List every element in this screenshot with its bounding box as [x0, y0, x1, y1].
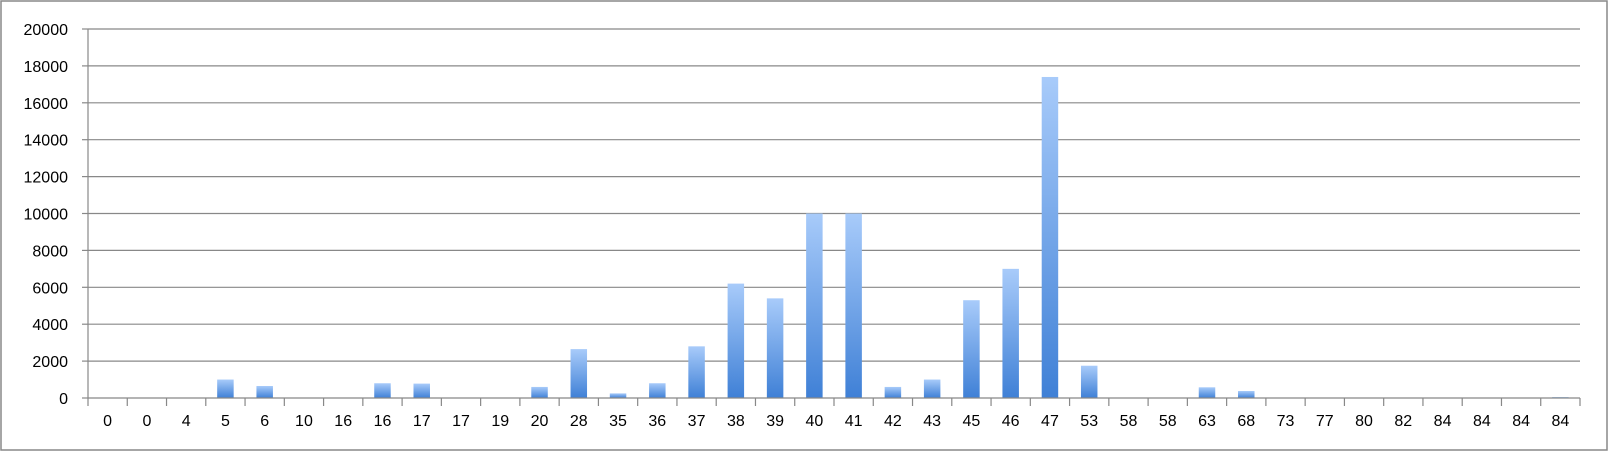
- bar: [884, 386, 902, 398]
- x-tick-label: 46: [1002, 413, 1020, 430]
- x-tick-label: 84: [1434, 413, 1452, 430]
- bar: [649, 383, 666, 398]
- bar: [1080, 365, 1098, 398]
- x-tick-labels: 0 0 4 5 6 10 16 16 17 17 19 20 28 35 36 37 38 39 40 41 42 43 4…: [103, 413, 1569, 430]
- x-tick-label: 63: [1198, 413, 1216, 430]
- gridlines: [88, 28, 1580, 362]
- x-tick-label: 53: [1080, 413, 1098, 430]
- x-tick-label: 5: [221, 413, 230, 430]
- x-tick-label: 82: [1394, 413, 1412, 430]
- x-tick-label: 58: [1120, 413, 1138, 430]
- x-tick-label: 38: [727, 413, 745, 430]
- bar: [1041, 76, 1059, 398]
- y-tick-label: 6000: [32, 280, 68, 297]
- y-tick-label: 0: [59, 391, 68, 408]
- x-tick-label: 40: [805, 413, 823, 430]
- x-tick-label: 73: [1277, 413, 1295, 430]
- y-tick-label: 18000: [24, 59, 69, 76]
- bar: [531, 386, 548, 398]
- x-tick-label: 20: [531, 413, 549, 430]
- x-tick-label: 0: [103, 413, 112, 430]
- x-tick-label: 17: [452, 413, 470, 430]
- bar: [256, 386, 273, 398]
- bar: [413, 383, 430, 398]
- x-tick-label: 39: [766, 413, 784, 430]
- x-tick-label: 58: [1159, 413, 1177, 430]
- x-tick-label: 16: [374, 413, 392, 430]
- x-tick-label: 45: [963, 413, 981, 430]
- bar: [217, 379, 234, 398]
- y-tick-label: 4000: [32, 317, 68, 334]
- x-tick-label: 4: [182, 413, 191, 430]
- y-tick-label: 14000: [24, 133, 69, 150]
- y-tick-label: 10000: [24, 207, 69, 224]
- y-tick-label: 16000: [24, 96, 69, 113]
- x-tick-label: 84: [1551, 413, 1569, 430]
- x-tick-label: 42: [884, 413, 902, 430]
- bar: [570, 349, 588, 398]
- x-tick-label: 68: [1237, 413, 1255, 430]
- x-tick-label: 37: [688, 413, 706, 430]
- x-tick-label: 77: [1316, 413, 1334, 430]
- bar: [766, 298, 784, 398]
- x-tick-label: 80: [1355, 413, 1373, 430]
- x-tick-label: 16: [334, 413, 352, 430]
- x-tick-label: 28: [570, 413, 588, 430]
- x-tick-label: 36: [648, 413, 666, 430]
- bar: [1198, 387, 1216, 398]
- bar: [1002, 268, 1019, 398]
- y-tick-labels: 0 2000 4000 6000 8000 10000 12000 14000 16000 180…: [24, 22, 69, 408]
- bar: [1238, 390, 1255, 398]
- x-tick-label: 17: [413, 413, 431, 430]
- y-tick-label: 12000: [24, 170, 69, 187]
- x-tick-label: 84: [1473, 413, 1491, 430]
- x-tick-label: 0: [142, 413, 151, 430]
- x-tick-label: 10: [295, 413, 313, 430]
- x-tick-label: 43: [923, 413, 941, 430]
- x-tick-label: 6: [260, 413, 269, 430]
- bar: [374, 383, 391, 398]
- y-tick-label: 2000: [32, 354, 68, 371]
- x-tick-label: 84: [1512, 413, 1530, 430]
- bar: [923, 379, 941, 398]
- bar: [845, 213, 862, 398]
- axes: [82, 28, 1581, 406]
- bar: [727, 283, 745, 398]
- x-tick-label: 47: [1041, 413, 1059, 430]
- bars: [217, 76, 1569, 398]
- y-tick-label: 20000: [24, 22, 69, 39]
- bar: [963, 300, 980, 398]
- x-tick-label: 41: [845, 413, 863, 430]
- bar: [806, 213, 823, 398]
- bar: [609, 393, 627, 398]
- x-tick-label: 19: [491, 413, 509, 430]
- y-tick-label: 8000: [32, 243, 68, 260]
- x-tick-label: 35: [609, 413, 627, 430]
- bar: [688, 346, 705, 398]
